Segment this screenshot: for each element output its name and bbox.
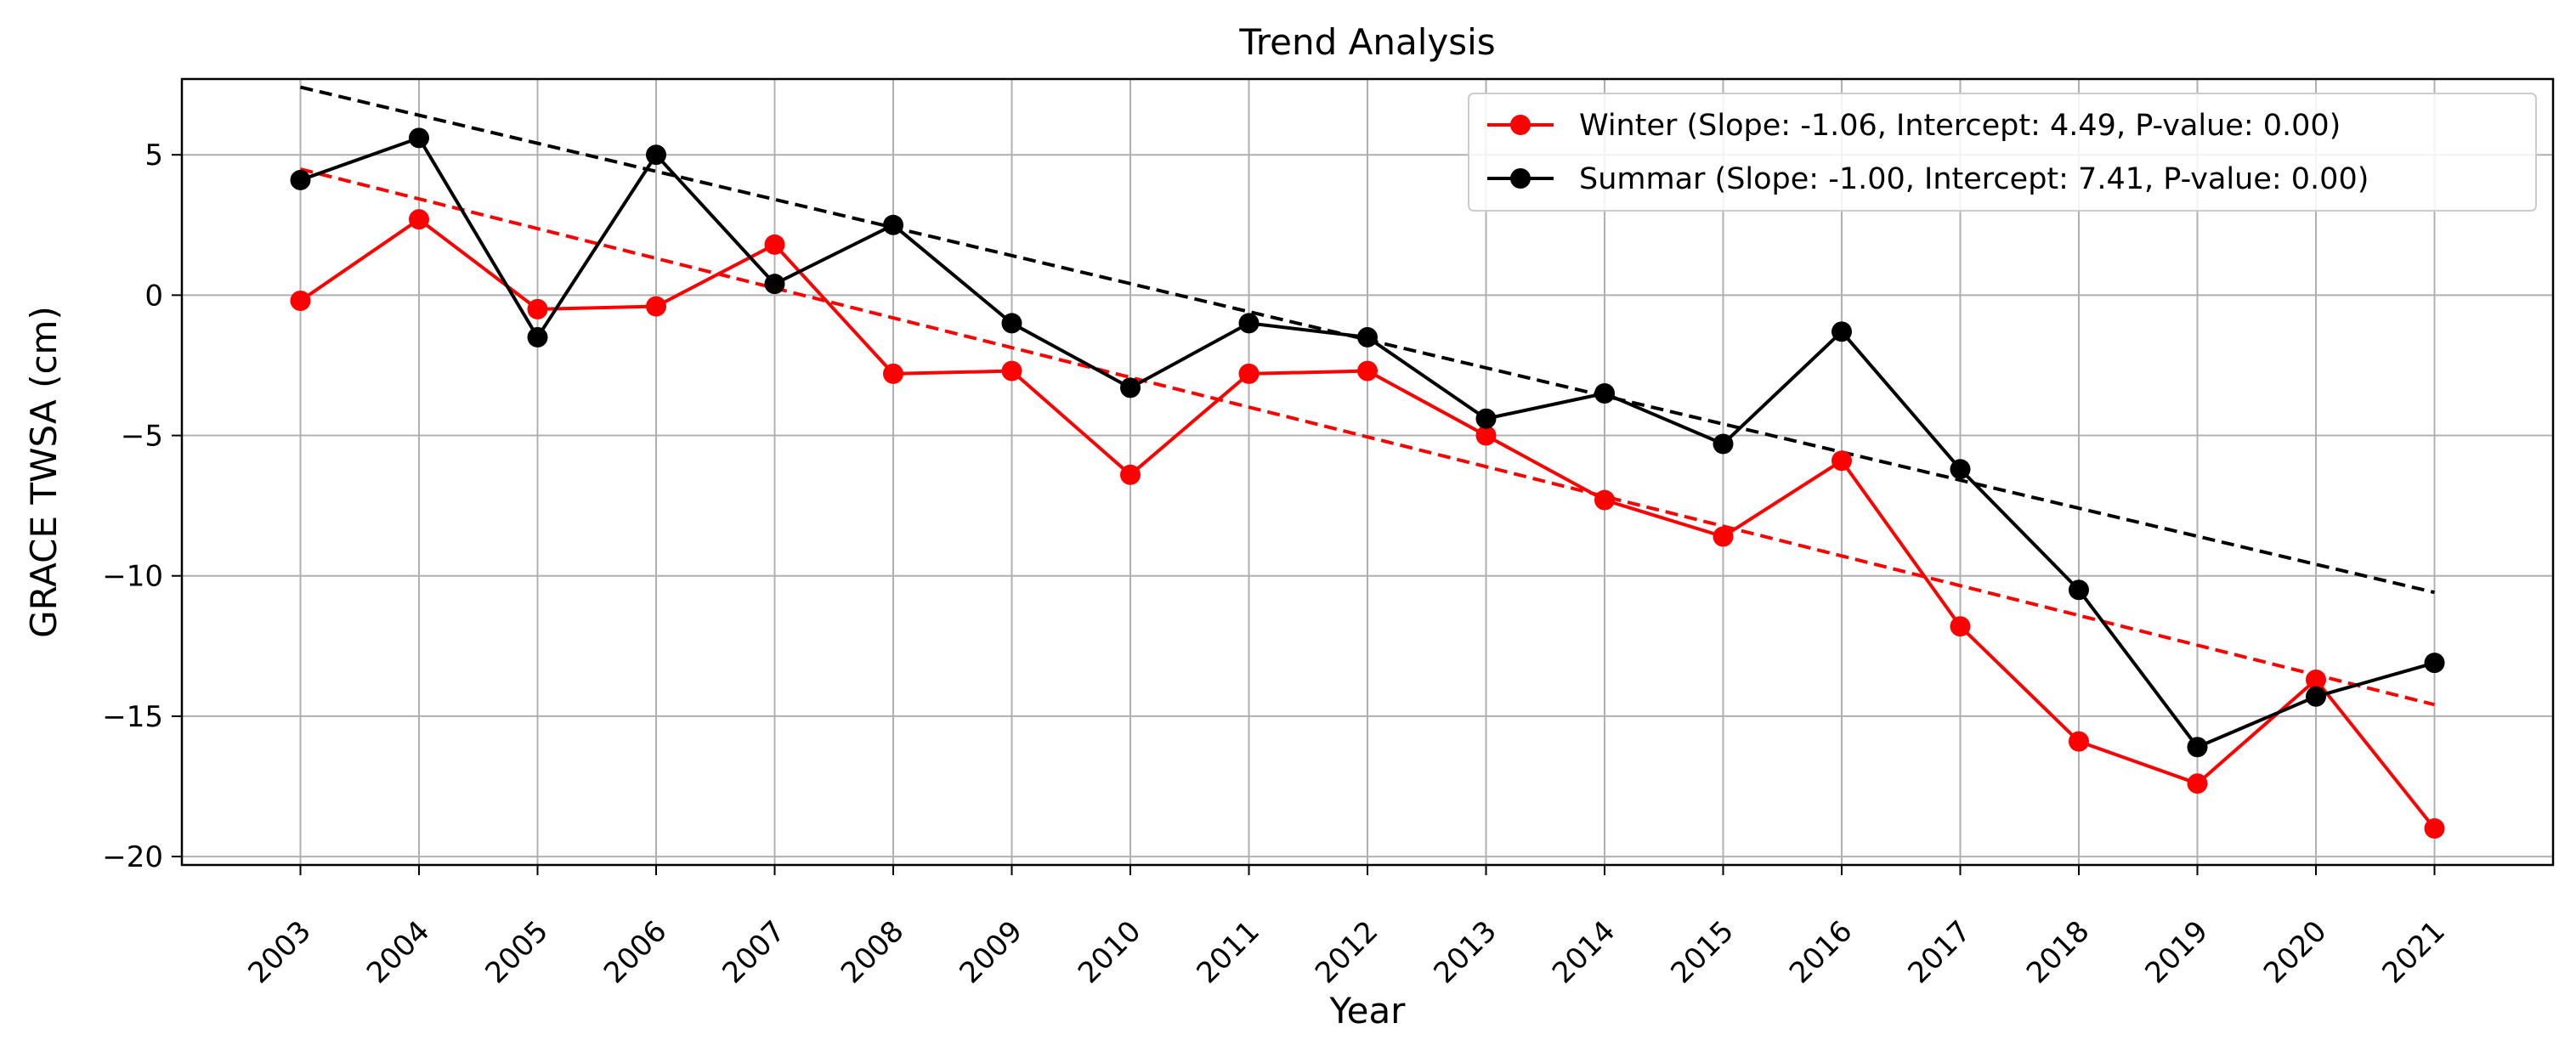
x-tick-label: 2012 — [1309, 914, 1384, 990]
x-tick-label: 2019 — [2138, 914, 2214, 990]
y-tick-label: −5 — [121, 420, 163, 454]
data-point — [290, 290, 311, 311]
data-point — [2187, 737, 2208, 758]
data-point — [1357, 326, 1378, 348]
x-tick-label: 2003 — [241, 914, 317, 990]
data-point — [2306, 686, 2326, 707]
data-point — [883, 363, 903, 384]
x-tick-label: 2016 — [1783, 914, 1859, 990]
data-point — [1950, 616, 1971, 637]
data-point — [1713, 433, 1734, 455]
data-point — [646, 144, 666, 166]
data-point — [1832, 450, 1852, 472]
x-tick-label: 2008 — [835, 914, 910, 990]
y-tick-label: −15 — [102, 700, 163, 734]
data-point — [409, 127, 429, 149]
data-point — [1001, 313, 1022, 334]
data-point — [2306, 669, 2326, 690]
x-tick-label: 2006 — [597, 914, 673, 990]
x-tick-label: 2009 — [953, 914, 1028, 990]
data-point — [527, 298, 548, 319]
chart-title: Trend Analysis — [1238, 21, 1495, 63]
legend: Winter (Slope: -1.06, Intercept: 4.49, P… — [1468, 93, 2537, 212]
x-tick-label: 2004 — [360, 914, 436, 990]
y-tick-label: −10 — [102, 560, 163, 594]
data-point — [1475, 425, 1497, 446]
trend-line — [300, 167, 2435, 707]
y-axis-label: GRACE TWSA (cm) — [23, 306, 65, 638]
data-point — [2424, 818, 2445, 839]
data-point — [646, 296, 666, 317]
x-tick-label: 2010 — [1072, 914, 1147, 990]
data-point — [1238, 313, 1260, 334]
x-tick-label: 2018 — [2020, 914, 2096, 990]
data-point — [1594, 489, 1615, 511]
y-tick-label: 5 — [144, 138, 163, 172]
axes: 2003 2004 2005 2006 2007 2008 2009 2010 2011 2012… — [102, 138, 2452, 990]
legend-label: Summar (Slope: -1.00, Intercept: 7.41, P… — [1579, 162, 2369, 196]
data-point — [527, 326, 548, 348]
x-tick-label: 2013 — [1427, 914, 1503, 990]
data-point — [290, 169, 311, 190]
x-tick-label: 2017 — [1901, 914, 1977, 990]
x-tick-label: 2021 — [2375, 914, 2451, 990]
data-point — [1238, 363, 1260, 384]
legend-label: Winter (Slope: -1.06, Intercept: 4.49, P… — [1579, 109, 2341, 143]
data-point — [764, 234, 785, 255]
x-tick-label: 2020 — [2257, 914, 2333, 990]
data-point — [1950, 459, 1971, 480]
data-series — [290, 127, 2445, 839]
x-tick-label: 2015 — [1664, 914, 1740, 990]
y-tick-label: −20 — [102, 840, 163, 874]
data-point — [1120, 464, 1141, 485]
data-point — [409, 209, 429, 230]
data-point — [883, 214, 903, 235]
data-point — [1832, 321, 1852, 342]
data-point — [1120, 377, 1141, 398]
data-point — [1357, 360, 1378, 382]
data-point — [2069, 731, 2089, 752]
data-point — [764, 274, 785, 295]
x-tick-label: 2005 — [478, 914, 554, 990]
x-tick-label: 2007 — [716, 914, 791, 990]
data-point — [2424, 653, 2445, 674]
x-tick-label: 2014 — [1546, 914, 1622, 990]
x-tick-label: 2011 — [1190, 914, 1265, 990]
legend-box — [1468, 93, 2537, 212]
data-point — [1594, 383, 1615, 404]
data-point — [2069, 579, 2089, 601]
y-tick-label: 0 — [144, 279, 163, 313]
data-point — [1001, 360, 1022, 382]
data-point — [1713, 526, 1734, 547]
data-point — [2187, 773, 2208, 794]
legend-marker — [1510, 168, 1531, 189]
data-point — [1475, 408, 1497, 429]
x-axis-label: Year — [1329, 990, 1407, 1032]
legend-marker — [1510, 115, 1531, 135]
